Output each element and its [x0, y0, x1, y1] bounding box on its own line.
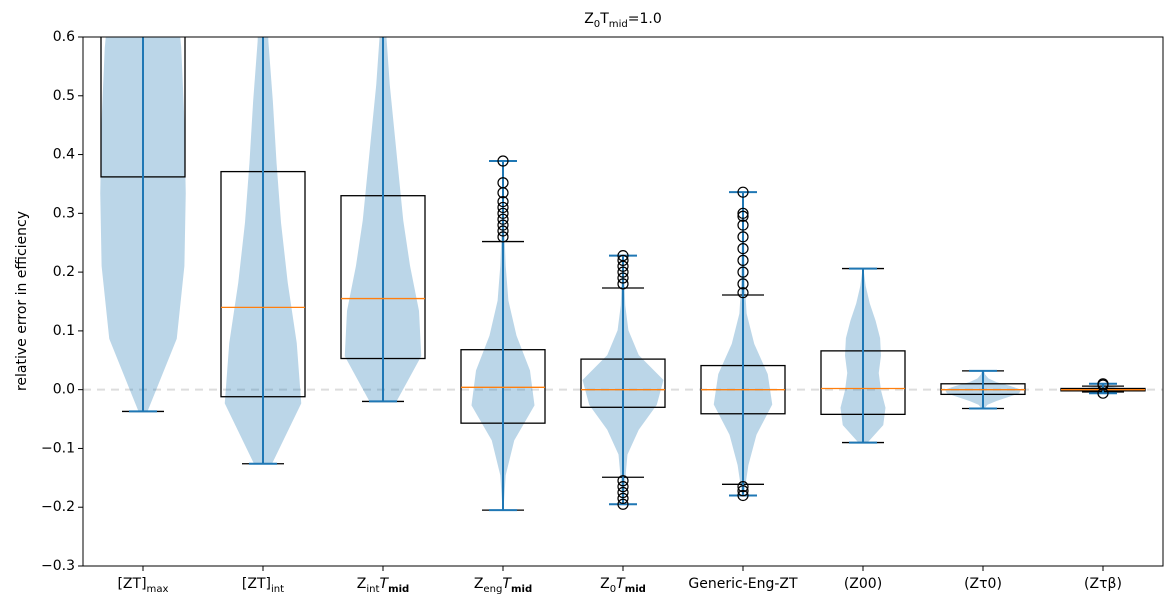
- text-segment: Z: [474, 576, 484, 592]
- x-tick-label: (Zτ0): [964, 576, 1002, 592]
- text-segment: T: [380, 576, 390, 592]
- outlier: [617, 492, 629, 505]
- y-tick-label: 0.2: [53, 264, 75, 280]
- text-segment: Z: [600, 576, 610, 592]
- outlier: [737, 231, 749, 243]
- outlier: [497, 177, 509, 189]
- outlier: [617, 278, 629, 290]
- outlier: [617, 266, 629, 278]
- text-segment: int: [366, 584, 379, 595]
- x-tick-label: [ZT]max: [117, 576, 168, 595]
- outlier: [737, 219, 749, 231]
- x-tick-label: Generic-Eng-ZT: [688, 576, 798, 592]
- axes: −0.3−0.2−0.10.00.10.20.30.40.50.6[ZT]max…: [41, 29, 1164, 595]
- text-segment: mid: [625, 584, 646, 595]
- text-segment: [ZT]: [242, 576, 271, 592]
- outlier: [1097, 387, 1109, 399]
- outlier: [737, 489, 749, 502]
- outlier: [737, 278, 749, 290]
- outlier: [737, 207, 749, 219]
- x-tick-label: ZengTmid: [474, 576, 532, 595]
- y-axis-label: relative error in efficiency: [14, 211, 30, 391]
- text-segment: T: [599, 11, 609, 27]
- text-segment: (Zτ0): [964, 576, 1002, 592]
- outlier: [737, 485, 749, 497]
- y-tick-label: −0.1: [41, 440, 75, 456]
- x-tick-label: ZintTmid: [357, 576, 409, 595]
- text-segment: [ZT]: [117, 576, 146, 592]
- y-tick-label: 0.0: [53, 382, 75, 398]
- axes-frame: [82, 36, 1164, 567]
- text-segment: Generic-Eng-ZT: [688, 576, 798, 592]
- y-tick-label: −0.2: [41, 499, 75, 515]
- text-segment: 0: [610, 584, 616, 595]
- outlier: [617, 481, 629, 493]
- plot-area: [83, 37, 1163, 512]
- outlier: [737, 186, 749, 198]
- outlier: [617, 486, 629, 499]
- y-tick-label: −0.3: [41, 558, 75, 574]
- y-tick-label: 0.1: [53, 323, 75, 339]
- text-segment: eng: [483, 584, 502, 595]
- outlier: [497, 195, 509, 208]
- text-segment: mid: [609, 19, 628, 30]
- outlier: [617, 250, 629, 262]
- outlier: [737, 243, 749, 255]
- outlier: [497, 201, 509, 214]
- text-segment: =1.0: [628, 11, 662, 27]
- chart-title: Z0Tmid=1.0: [584, 11, 662, 30]
- outlier: [617, 254, 629, 266]
- y-tick-label: 0.3: [53, 205, 75, 221]
- text-segment: 0: [594, 19, 600, 30]
- outlier: [737, 266, 749, 278]
- outlier: [617, 475, 629, 487]
- x-tick-label: (Z00): [844, 576, 882, 592]
- y-tick-label: 0.6: [53, 29, 75, 45]
- outlier: [617, 498, 629, 510]
- x-tick-label: (Zτβ): [1084, 576, 1122, 592]
- text-segment: int: [271, 584, 284, 595]
- outlier: [497, 155, 509, 167]
- outlier: [737, 254, 749, 266]
- x-tick-label: Z0Tmid: [600, 576, 646, 595]
- outlier: [497, 231, 509, 243]
- outlier: [497, 219, 509, 231]
- text-segment: mid: [511, 584, 532, 595]
- text-segment: T: [616, 576, 626, 592]
- outlier: [737, 287, 749, 299]
- outlier: [617, 272, 629, 284]
- text-segment: (Zτβ): [1084, 576, 1122, 592]
- outlier: [497, 225, 509, 237]
- text-segment: Z: [357, 576, 367, 592]
- y-tick-label: 0.5: [53, 88, 75, 104]
- text-segment: max: [147, 584, 169, 595]
- outlier: [737, 481, 749, 493]
- text-segment: T: [502, 576, 512, 592]
- y-tick-label: 0.4: [53, 147, 75, 163]
- x-tick-label: [ZT]int: [242, 576, 284, 595]
- text-segment: (Z00): [844, 576, 882, 592]
- text-segment: mid: [388, 584, 409, 595]
- outlier: [737, 210, 749, 222]
- outlier: [497, 213, 509, 225]
- text-segment: Z: [584, 11, 594, 27]
- outlier: [497, 207, 509, 219]
